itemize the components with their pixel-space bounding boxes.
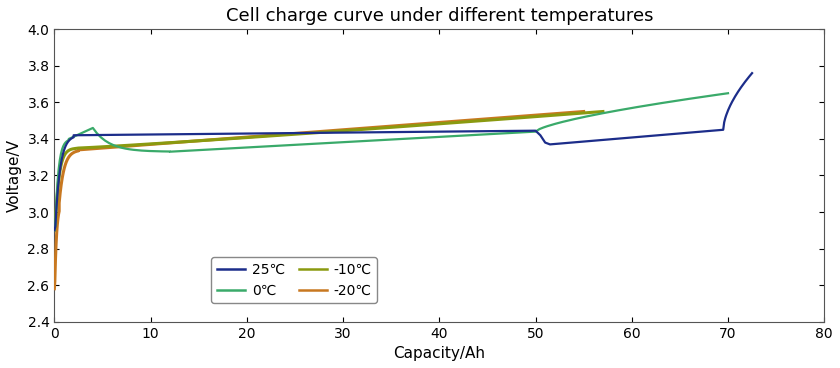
Legend: 25℃, 0℃, -10℃, -20℃: 25℃, 0℃, -10℃, -20℃ [212, 257, 377, 303]
Y-axis label: Voltage/V: Voltage/V [7, 139, 22, 212]
X-axis label: Capacity/Ah: Capacity/Ah [393, 346, 486, 361]
Title: Cell charge curve under different temperatures: Cell charge curve under different temper… [226, 7, 653, 25]
